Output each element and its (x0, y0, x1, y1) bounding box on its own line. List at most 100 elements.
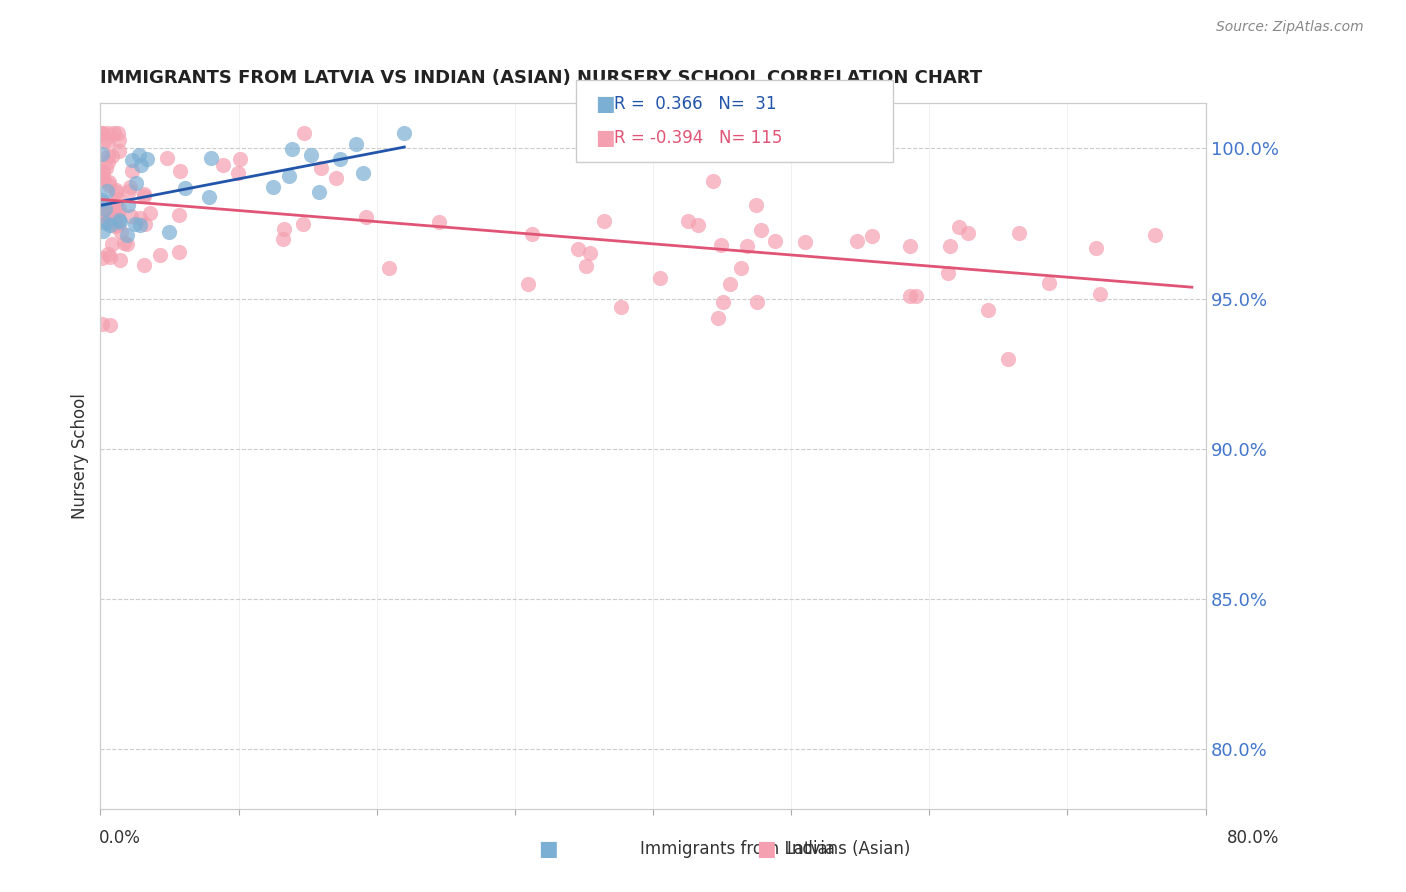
Point (1085, 241, 1108, 255)
Point (108, 213, 131, 227)
Point (98, 318, 121, 332)
Point (93, 135, 115, 149)
Point (97, 134, 120, 148)
Point (105, 218, 128, 232)
Point (134, 217, 156, 231)
Point (93, 173, 115, 187)
Point (860, 229, 883, 244)
Text: IMMIGRANTS FROM LATVIA VS INDIAN (ASIAN) NURSERY SCHOOL CORRELATION CHART: IMMIGRANTS FROM LATVIA VS INDIAN (ASIAN)… (100, 69, 983, 87)
Point (104, 219, 127, 233)
Point (132, 189, 155, 203)
Text: Immigrants from Latvia: Immigrants from Latvia (640, 840, 835, 858)
Point (97, 211, 120, 226)
Point (118, 184, 141, 198)
Point (94, 209, 117, 223)
Point (129, 158, 152, 172)
Point (91, 164, 114, 178)
Point (200, 152, 222, 166)
Point (898, 289, 921, 303)
Point (91, 127, 114, 141)
Point (271, 232, 294, 246)
Point (686, 218, 709, 232)
Point (309, 161, 332, 176)
Point (98, 250, 121, 264)
Point (650, 271, 672, 285)
Text: ■: ■ (595, 128, 614, 148)
Point (676, 214, 699, 228)
Point (108, 202, 131, 216)
Point (110, 226, 132, 240)
Point (735, 239, 758, 253)
Point (128, 148, 150, 162)
Point (117, 197, 139, 211)
Point (167, 245, 190, 260)
Point (90, 127, 112, 141)
Point (749, 223, 772, 237)
Point (329, 153, 352, 167)
Point (97, 127, 120, 141)
Point (107, 207, 129, 221)
Point (101, 197, 124, 211)
Point (107, 127, 129, 141)
Text: 80.0%: 80.0% (1227, 829, 1279, 847)
Point (112, 235, 135, 250)
Point (120, 179, 142, 194)
Point (299, 148, 322, 162)
Point (522, 227, 544, 241)
Point (352, 165, 374, 179)
Point (108, 215, 131, 229)
Point (124, 217, 146, 231)
Point (90, 193, 112, 207)
Point (427, 215, 450, 229)
Point (794, 235, 817, 250)
Point (344, 136, 367, 151)
Point (103, 213, 125, 227)
Point (592, 214, 614, 228)
Point (104, 207, 127, 221)
Point (157, 225, 180, 239)
Point (262, 179, 284, 194)
Point (294, 127, 316, 141)
Point (1008, 227, 1031, 241)
Point (90, 171, 112, 186)
Point (745, 295, 768, 310)
Point (98, 218, 121, 232)
Point (197, 190, 219, 204)
Point (96, 216, 118, 230)
Point (226, 166, 249, 180)
Point (139, 205, 162, 219)
Point (948, 220, 970, 235)
Point (149, 248, 172, 262)
Point (763, 234, 786, 248)
Point (90, 317, 112, 331)
Point (610, 300, 633, 314)
Point (711, 295, 734, 310)
Point (845, 234, 868, 248)
Point (291, 217, 314, 231)
Point (1088, 287, 1111, 301)
Point (745, 198, 768, 212)
Point (96, 184, 118, 198)
Point (115, 227, 138, 242)
Point (103, 198, 125, 212)
Point (90, 251, 112, 265)
Point (134, 187, 156, 202)
Point (90, 147, 112, 161)
Point (97, 208, 120, 222)
Point (94, 202, 117, 216)
Point (132, 258, 155, 272)
Point (706, 311, 728, 326)
Point (103, 127, 125, 141)
Text: ■: ■ (538, 839, 558, 859)
Point (97, 154, 120, 169)
Point (273, 222, 295, 236)
Point (105, 185, 128, 199)
Point (97, 149, 120, 163)
Point (278, 169, 301, 183)
Point (100, 149, 122, 163)
Point (939, 239, 962, 253)
Point (121, 164, 143, 178)
Point (169, 163, 191, 178)
Point (90, 195, 112, 210)
Point (575, 259, 598, 273)
